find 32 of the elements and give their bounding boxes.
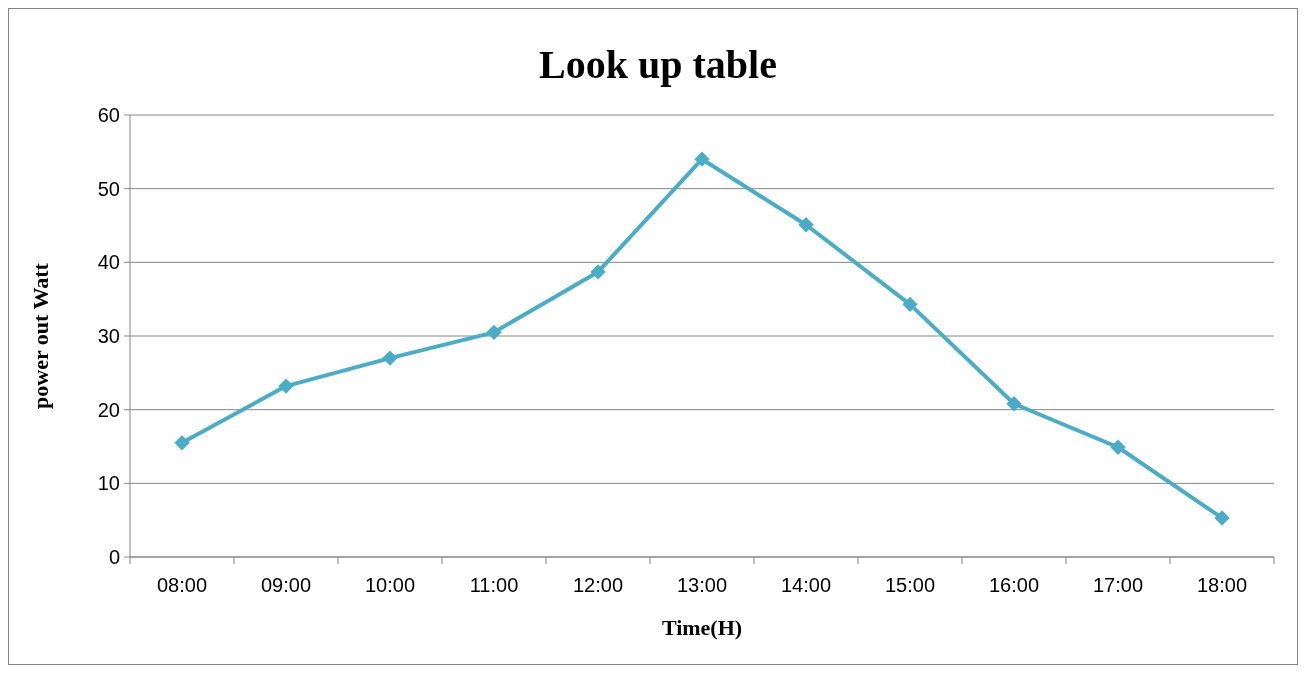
x-tick-label: 12:00 bbox=[572, 574, 624, 596]
x-tick-label: 10:00 bbox=[364, 574, 416, 596]
point bbox=[278, 378, 294, 394]
y-tick-label: 0 bbox=[108, 546, 120, 568]
x-axis-title: Time(H) bbox=[661, 615, 743, 640]
x-tick-label: 09:00 bbox=[260, 574, 312, 596]
chart-title: Look up table bbox=[539, 42, 777, 87]
point bbox=[902, 296, 918, 312]
y-tick-label: 40 bbox=[97, 251, 120, 274]
point bbox=[1006, 396, 1022, 412]
point bbox=[382, 350, 398, 366]
x-tick-label: 13:00 bbox=[676, 574, 728, 596]
x-tick-label: 15:00 bbox=[884, 574, 936, 596]
y-axis-title: power out Watt bbox=[28, 262, 53, 409]
x-tick-label: 18:00 bbox=[1196, 574, 1248, 596]
x-tick-label: 14:00 bbox=[780, 574, 832, 596]
point bbox=[174, 435, 190, 451]
x-tick-label: 11:00 bbox=[469, 574, 519, 596]
point bbox=[798, 217, 814, 233]
point bbox=[694, 151, 710, 167]
y-tick-label: 30 bbox=[97, 325, 120, 347]
y-tick-label: 60 bbox=[97, 104, 120, 126]
y-tick-label: 20 bbox=[97, 398, 120, 421]
x-tick-label: 08:00 bbox=[156, 574, 208, 596]
point bbox=[590, 264, 606, 280]
x-tick-label: 16:00 bbox=[988, 574, 1040, 596]
x-tick-label: 17:00 bbox=[1092, 574, 1144, 596]
y-tick-label: 10 bbox=[97, 472, 120, 495]
y-tick-label: 50 bbox=[97, 177, 120, 200]
point bbox=[1110, 439, 1126, 455]
point bbox=[1214, 510, 1230, 526]
point bbox=[486, 324, 502, 340]
